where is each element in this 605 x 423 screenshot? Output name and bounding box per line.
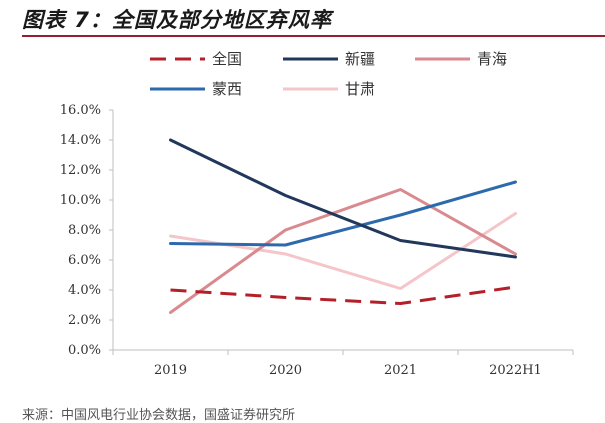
chart-area: 全国 新疆 青海蒙西 甘肃 0.0% 2.0% 4.0% 6.0% 8.0% 10.0% 12.0… <box>0 40 605 404</box>
y-tick-label: 0.0% <box>68 343 101 358</box>
legend-label: 新疆 <box>345 50 375 68</box>
legend-item-3: 青海 <box>415 50 507 68</box>
y-tick-label: 16.0% <box>60 103 101 118</box>
y-tick-label: 10.0% <box>60 193 101 208</box>
legend-item-2: 新疆 <box>283 50 375 68</box>
series-line-3 <box>169 188 517 314</box>
series-line-1 <box>170 285 516 305</box>
x-tick-label: 2019 <box>154 363 187 378</box>
x-tick-label: 2022H1 <box>489 363 542 378</box>
source-note: 来源：中国风电行业协会数据，国盛证券研究所 <box>22 408 296 423</box>
y-tick-label: 8.0% <box>68 223 101 238</box>
legend-item-5: 甘肃 <box>283 80 375 98</box>
legend-label: 青海 <box>477 50 507 68</box>
series-line-4 <box>169 180 517 247</box>
legend-item-1: 全国 <box>150 50 242 68</box>
x-tick-label: 2021 <box>384 363 417 378</box>
series-line-2 <box>169 138 517 259</box>
title-divider <box>22 35 605 37</box>
chart-title: 图表 7：全国及部分地区弃风率 <box>22 8 332 32</box>
axes: 0.0% 2.0% 4.0% 6.0% 8.0% 10.0% 12.0% 14.0% 16.0%… <box>60 103 574 378</box>
y-tick-label: 14.0% <box>60 133 101 148</box>
x-tick-label: 2020 <box>269 363 302 378</box>
y-tick-label: 6.0% <box>68 253 101 268</box>
legend-label: 全国 <box>212 50 242 68</box>
legend-item-4: 蒙西 <box>150 80 242 98</box>
y-tick-label: 2.0% <box>68 313 101 328</box>
y-tick-label: 12.0% <box>60 163 101 178</box>
title-bar: 图表 7：全国及部分地区弃风率 <box>0 0 605 40</box>
series-lines <box>169 138 517 314</box>
legend-label: 甘肃 <box>345 80 375 98</box>
legend-label: 蒙西 <box>212 80 242 98</box>
y-tick-label: 4.0% <box>68 283 101 298</box>
